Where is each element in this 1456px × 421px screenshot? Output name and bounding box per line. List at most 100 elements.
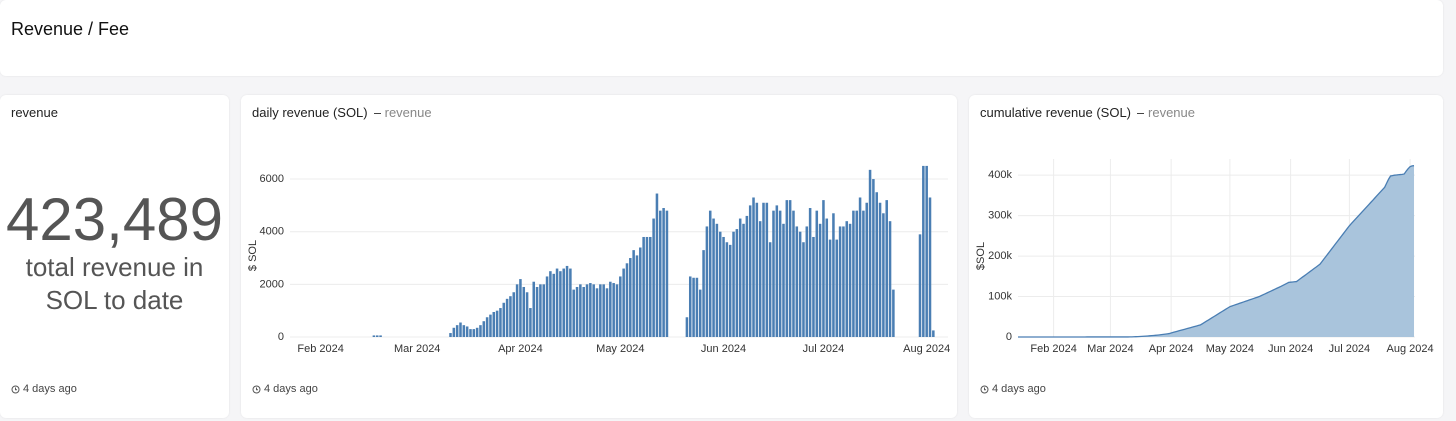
bar: [862, 210, 865, 337]
x-tick-label: Apr 2024: [1149, 343, 1194, 355]
bar: [738, 218, 742, 337]
clock-icon: [980, 385, 989, 393]
bar: [475, 327, 479, 337]
bar: [582, 286, 585, 337]
separator: [373, 112, 381, 115]
bar: [745, 215, 749, 337]
bar: [842, 226, 845, 337]
y-tick-label: 2000: [260, 278, 284, 290]
bar: [822, 200, 825, 337]
bar: [722, 236, 725, 337]
area-fill: [1018, 165, 1415, 337]
y-axis-label: $ SOL: [247, 240, 259, 271]
bar: [712, 218, 715, 337]
bar: [599, 284, 602, 337]
y-tick-label: 0: [278, 331, 284, 343]
x-tick-label: Jul 2024: [1329, 343, 1371, 355]
bar: [472, 329, 476, 337]
bar: [688, 276, 692, 337]
bar: [715, 223, 719, 337]
bar: [662, 208, 665, 337]
bar: [492, 311, 496, 337]
bar: [552, 273, 555, 337]
bar: [495, 310, 499, 337]
x-tick-label: Aug 2024: [1387, 343, 1434, 355]
bar: [758, 221, 762, 337]
bar: [602, 284, 605, 337]
x-tick-label: Mar 2024: [394, 343, 440, 355]
clock-icon: [11, 385, 20, 393]
bar: [872, 179, 875, 337]
bar: [845, 221, 849, 337]
area-card: 0 100k 200k 300k 400k Feb 2024 Mar 2024 Apr 202…: [969, 95, 1443, 418]
bar: [865, 202, 869, 337]
bar: [828, 239, 832, 337]
bar: [639, 247, 642, 337]
bar: [772, 210, 775, 337]
x-tick-label: Apr 2024: [498, 343, 543, 355]
bar: [918, 234, 922, 337]
bar: [565, 265, 569, 337]
bar: [708, 210, 712, 337]
separator: [1137, 112, 1145, 115]
bar: [625, 263, 629, 337]
header-card: Revenue / Fee: [0, 0, 1443, 76]
bar: [462, 325, 466, 337]
y-tick-label: 300k: [988, 210, 1012, 222]
updated-text: 4 days ago: [992, 383, 1046, 395]
bar: [559, 271, 562, 337]
bar: [652, 218, 655, 337]
bar: [762, 202, 765, 337]
counter-card: revenue 423,489 total revenue in SOL to …: [0, 95, 229, 418]
bar: [595, 288, 599, 337]
bar: [629, 258, 632, 337]
x-tick-label: May 2024: [596, 343, 644, 355]
bar: [925, 165, 928, 337]
y-tick-label: 100k: [988, 290, 1012, 302]
bar: [818, 223, 822, 337]
bar: [765, 202, 769, 337]
bar: [878, 202, 882, 337]
card-title-row: cumulative revenue (SOL) revenue: [980, 105, 1195, 120]
dashboard-title: Revenue / Fee: [11, 19, 130, 39]
bar: [735, 229, 739, 337]
bar: [615, 284, 619, 337]
bar: [748, 205, 752, 337]
bar: [645, 236, 649, 337]
bar: [805, 226, 809, 337]
bar: [725, 242, 729, 337]
bar: [635, 255, 639, 337]
bar: [482, 321, 486, 337]
bar: [685, 317, 689, 337]
bar: [465, 326, 469, 337]
bar: [542, 284, 546, 337]
bar: [788, 200, 792, 337]
card-footer: 4 days ago: [11, 383, 77, 395]
bar: [579, 284, 582, 337]
bar: [532, 281, 536, 337]
bar: [549, 271, 552, 337]
card-title: cumulative revenue (SOL): [980, 105, 1132, 120]
bar: [632, 250, 635, 337]
bar: [449, 333, 452, 337]
bar: [838, 226, 842, 337]
bar: [372, 335, 376, 337]
bar: [892, 289, 895, 337]
bar: [515, 284, 519, 337]
bar: [499, 308, 502, 337]
bar: [609, 281, 612, 337]
bar: [702, 250, 705, 337]
bar: [562, 268, 565, 337]
bar: [642, 236, 645, 337]
bar: [792, 210, 795, 337]
bar: [459, 322, 462, 337]
bar: [509, 296, 512, 337]
bar: [619, 276, 622, 337]
bar: [928, 197, 932, 337]
bar: [485, 317, 489, 337]
bar: [525, 292, 529, 337]
y-tick-label: 0: [1006, 331, 1012, 343]
card-subtitle: revenue: [1148, 105, 1195, 120]
updated-text: 4 days ago: [264, 383, 318, 395]
bar: [815, 210, 819, 337]
